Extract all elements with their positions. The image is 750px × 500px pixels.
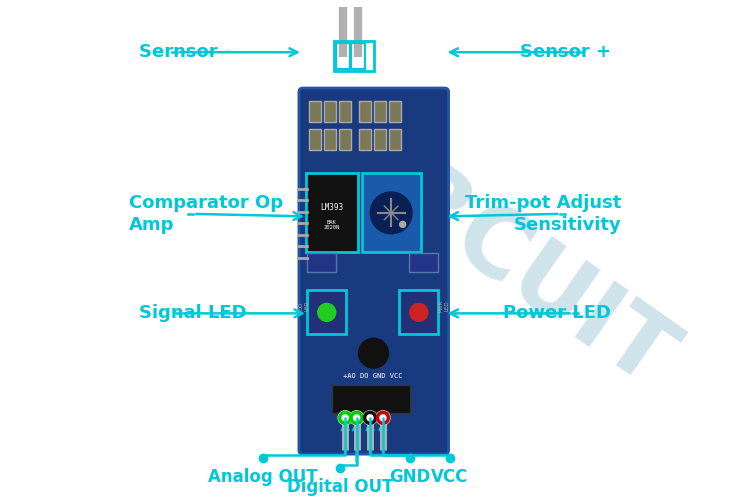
FancyBboxPatch shape [332,385,410,414]
Text: Digital OUT: Digital OUT [287,478,394,496]
Circle shape [318,304,336,322]
Text: LM393: LM393 [320,203,344,212]
Circle shape [400,222,406,228]
FancyBboxPatch shape [307,290,347,335]
Text: +AO DO GND VCC: +AO DO GND VCC [343,372,402,378]
FancyBboxPatch shape [309,102,321,122]
FancyBboxPatch shape [362,173,421,252]
FancyBboxPatch shape [309,129,321,150]
Circle shape [338,411,352,425]
Text: Analog OUT: Analog OUT [209,468,318,485]
Text: VCC: VCC [431,468,468,485]
Text: Sernsor -: Sernsor - [139,43,231,61]
Text: GND: GND [389,468,430,485]
FancyBboxPatch shape [299,88,448,454]
FancyBboxPatch shape [389,102,400,122]
FancyBboxPatch shape [308,253,336,272]
FancyBboxPatch shape [399,290,438,335]
Text: Power LED: Power LED [503,304,611,322]
Text: CIRCUIT: CIRCUIT [290,90,689,408]
Text: Signal LED: Signal LED [139,304,246,322]
Circle shape [363,411,377,425]
Circle shape [358,338,388,368]
Circle shape [350,411,364,425]
Text: Trim-pot Adjust
Sensitivity: Trim-pot Adjust Sensitivity [465,194,621,234]
Text: Comparator Op
Amp: Comparator Op Amp [129,194,283,234]
FancyBboxPatch shape [324,129,336,150]
FancyBboxPatch shape [374,129,386,150]
FancyBboxPatch shape [410,253,438,272]
Circle shape [410,304,428,322]
FancyBboxPatch shape [359,129,371,150]
FancyBboxPatch shape [306,173,358,252]
FancyBboxPatch shape [374,102,386,122]
Circle shape [376,411,390,425]
Circle shape [370,192,412,234]
Text: PWR
LED: PWR LED [438,300,449,312]
Text: BAK
2020N: BAK 2020N [323,220,340,230]
FancyBboxPatch shape [339,102,351,122]
Text: DO
LED: DO LED [299,300,310,311]
FancyBboxPatch shape [389,129,400,150]
FancyBboxPatch shape [324,102,336,122]
FancyBboxPatch shape [359,102,371,122]
Text: Sensor +: Sensor + [520,43,611,61]
FancyBboxPatch shape [339,129,351,150]
